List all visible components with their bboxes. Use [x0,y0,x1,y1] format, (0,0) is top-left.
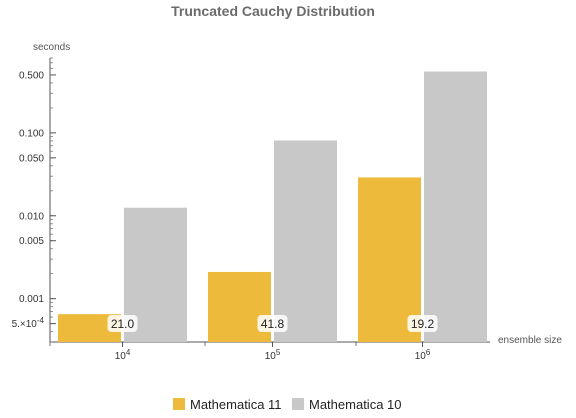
legend-swatch [173,398,185,410]
bar-mathematica-10 [424,71,487,342]
y-tick-label: 5.×10-4 [12,316,45,330]
legend-label: Mathematica 11 [190,397,282,412]
bar-labels: 21.0 41.8 19.2 [107,315,438,332]
x-tick-label: 104 [115,348,131,362]
bar-label-bg [257,315,288,332]
chart-title: Truncated Cauchy Distribution [171,3,375,19]
bar-label-bg [107,315,138,332]
bars [58,71,487,342]
y-tick-label: 0.001 [19,294,44,305]
y-tick-label: 0.100 [19,128,44,139]
bar-mathematica-11 [358,177,421,342]
bar-label-bg [407,315,438,332]
bar-speedup-label: 19.2 [411,317,435,331]
y-ticks: 0.500 0.100 0.050 0.010 0.005 0.001 5.×10-4 [12,57,56,343]
x-tick-label: 105 [265,348,281,362]
y-tick-label: 0.050 [19,153,44,164]
x-axis-title: ensemble size [498,335,562,346]
y-tick-label: 0.500 [19,70,44,81]
bar-mathematica-10 [274,140,337,342]
legend-swatch [292,398,304,410]
x-ticks: 104 105 106 [49,342,431,362]
bar-speedup-label: 41.8 [261,317,285,331]
y-tick-label: 0.005 [19,236,44,247]
y-tick-label: 0.010 [19,211,44,222]
legend-label: Mathematica 10 [309,397,402,412]
legend: Mathematica 11 Mathematica 10 [173,397,402,412]
bar-speedup-label: 21.0 [111,317,135,331]
y-axis-title: seconds [33,42,70,53]
x-tick-label: 106 [415,348,431,362]
